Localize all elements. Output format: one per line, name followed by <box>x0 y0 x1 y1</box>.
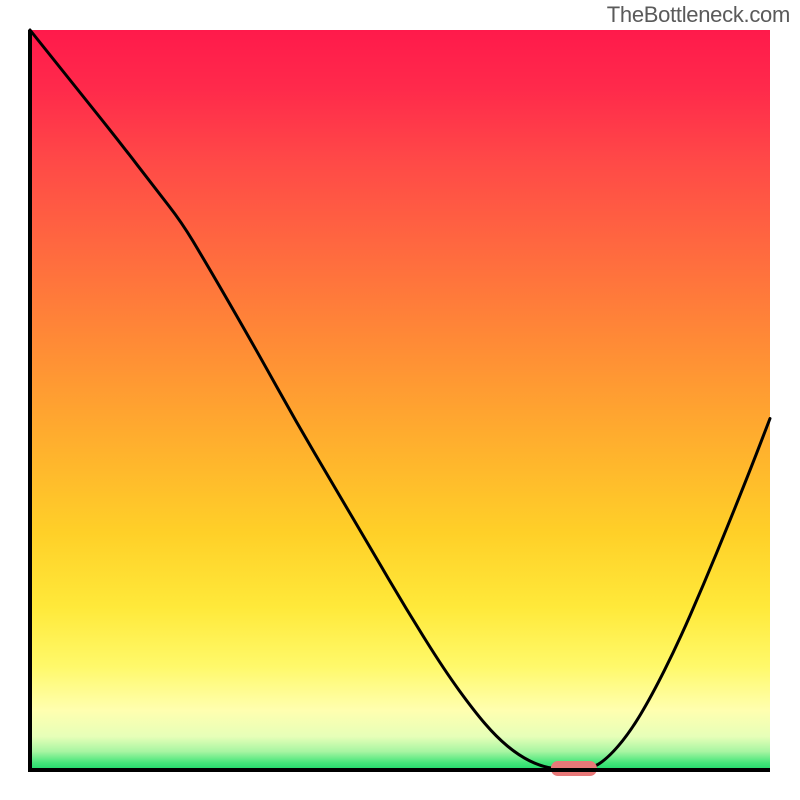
gradient-background <box>30 30 770 770</box>
bottleneck-chart <box>0 0 800 800</box>
chart-container: TheBottleneck.com <box>0 0 800 800</box>
watermark-text: TheBottleneck.com <box>607 2 790 28</box>
